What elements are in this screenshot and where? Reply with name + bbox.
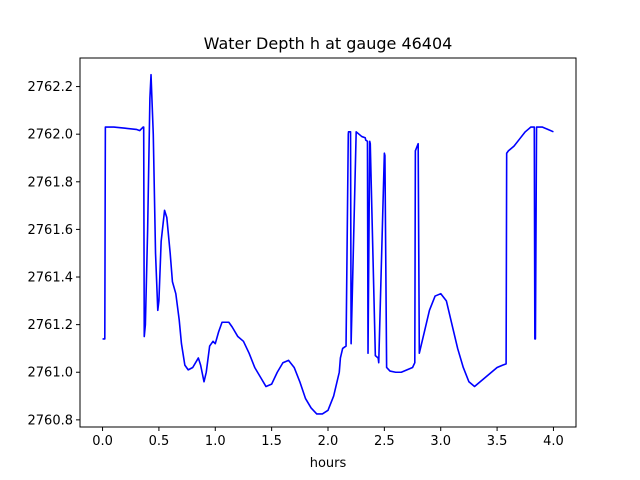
y-tick-label: 2761.8 [28,175,74,190]
x-tick-label: 0.5 [149,434,170,449]
x-tick-label: 2.0 [318,434,339,449]
x-tick-label: 2.5 [374,434,395,449]
chart-title: Water Depth h at gauge 46404 [204,34,453,53]
x-tick-label: 3.0 [430,434,451,449]
y-tick-label: 2762.2 [28,80,74,95]
x-tick-label: 1.0 [205,434,226,449]
x-tick-label: 4.0 [543,434,564,449]
plot-area [102,73,554,415]
x-axis-label: hours [310,456,347,471]
y-tick-label: 2760.8 [28,413,74,428]
y-tick-label: 2761.4 [28,271,74,286]
y-tick-label: 2762.0 [28,128,74,143]
y-tick-label: 2761.0 [28,366,74,381]
y-tick-label: 2761.2 [28,318,74,333]
series-line-0 [102,73,554,415]
x-tick-label: 3.5 [487,434,508,449]
x-tick-label: 1.5 [261,434,282,449]
y-axis: 2760.8 2761.0 2761.2 2761.4 2761.6 2761.8 2762… [28,80,80,428]
y-tick-label: 2761.6 [28,223,74,238]
x-tick-label: 0.0 [92,434,113,449]
x-axis: 0.0 0.5 1.0 1.5 2.0 2.5 3.0 3.5 4.0 [92,427,564,449]
